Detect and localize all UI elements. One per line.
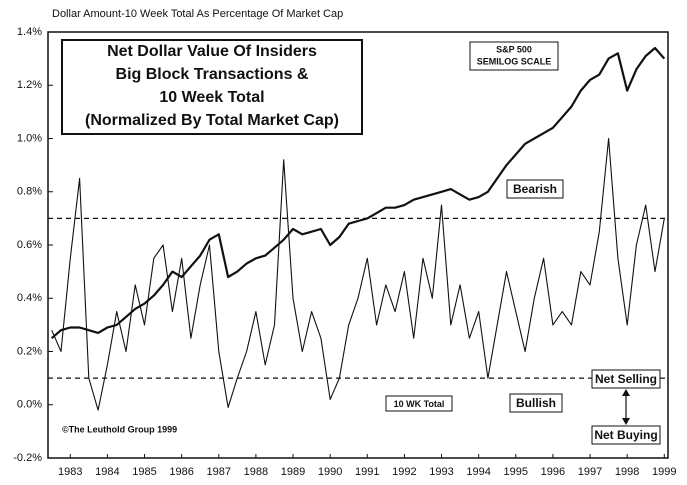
x-tick-label: 1995 [504,466,528,478]
series-line [51,137,665,411]
x-tick-label: 1998 [615,466,639,478]
x-tick-label: 1996 [541,466,565,478]
annotation-box [509,393,563,413]
x-tick-label: 1992 [392,466,416,478]
annotation: Net Buying [594,428,657,442]
copyright: ©The Leuthold Group 1999 [62,424,177,434]
annotation-box [506,179,564,199]
title-line: Net Dollar Value Of Insiders [107,43,317,60]
x-tick-label: 1989 [281,466,305,478]
x-tick-label: 1987 [207,466,231,478]
scale-series: S&P 500 [496,44,532,54]
scale-note: SEMILOG SCALE [477,56,552,66]
y-tick-label: 0.4% [17,292,42,304]
annotation-box [591,425,661,445]
x-tick-label: 1985 [132,466,156,478]
x-tick-label: 1983 [58,466,82,478]
y-tick-label: 1.2% [17,79,42,91]
x-tick-label: 1988 [244,466,268,478]
x-tick-label: 1990 [318,466,342,478]
title-line: 10 Week Total [159,89,264,106]
series-label: 10 WK Total [394,399,445,409]
x-tick-label: 1999 [652,466,676,478]
series-line [50,46,666,340]
title-box [61,39,363,135]
y-tick-label: 0.8% [17,186,42,198]
x-tick-label: 1997 [578,466,602,478]
y-tick-label: 1.4% [17,26,42,38]
x-tick-label: 1986 [169,466,193,478]
series-label-box [385,395,453,412]
annotation-box [591,369,661,389]
title-line: (Normalized By Total Market Cap) [85,112,339,129]
x-tick-label: 1991 [355,466,379,478]
title-line: Big Block Transactions & [116,66,309,83]
y-tick-label: 0.0% [17,399,42,411]
y-tick-label: 0.6% [17,239,42,251]
scale-box [469,41,559,71]
x-tick-label: 1993 [429,466,453,478]
y-tick-label: 0.2% [17,345,42,357]
annotation: Net Selling [595,372,657,386]
y-tick-label: 1.0% [17,132,42,144]
top-label: Dollar Amount-10 Week Total As Percentag… [52,8,343,20]
x-tick-label: 1994 [466,466,490,478]
x-tick-label: 1984 [95,466,119,478]
annotation: Bearish [513,182,557,196]
y-tick-label: -0.2% [13,452,42,464]
annotation: Bullish [516,396,556,410]
